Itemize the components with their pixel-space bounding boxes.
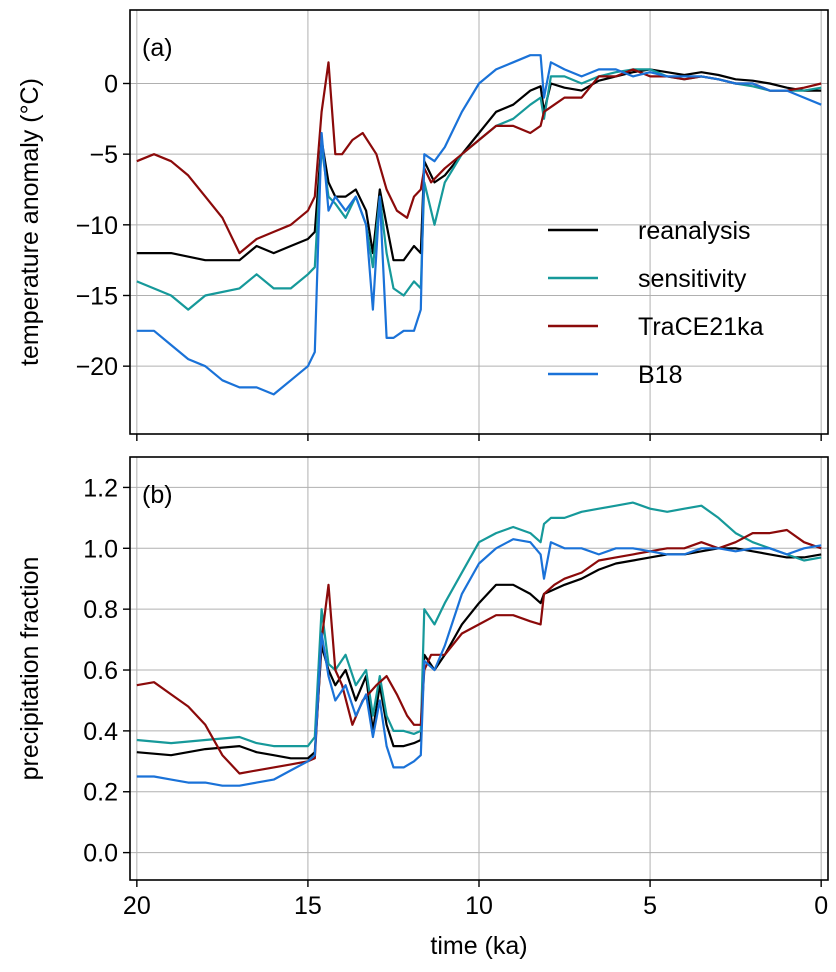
y-tick-label: −15 — [76, 282, 118, 310]
y-tick-label: −20 — [76, 353, 118, 381]
x-axis-label: time (ka) — [430, 932, 527, 960]
axes-frame — [129, 456, 829, 881]
legend: reanalysis sensitivity TraCE21ka B18 — [548, 217, 764, 389]
series-lines — [136, 54, 822, 396]
y-tick-label: 0.6 — [83, 657, 118, 685]
x-tick-label: 10 — [465, 892, 493, 920]
panel-label-a: (a) — [142, 34, 173, 62]
series-lines — [136, 501, 822, 787]
y-tick-label: 0.2 — [83, 779, 118, 807]
y-tick-label: −5 — [89, 141, 118, 169]
series-line-b18 — [136, 538, 822, 787]
axes-frame — [129, 9, 829, 435]
panel-label-b: (b) — [142, 481, 173, 509]
temperature-panel: −20 −15 −10 −5 0 (a) temperature anomaly (°C… — [16, 9, 829, 441]
y-axis-label-a: temperature anomaly (°C) — [16, 78, 44, 366]
ticks: 20 15 10 5 0 0.0 0.2 0.4 0.6 0.8 1.0 1.2 — [83, 474, 828, 920]
series-line-trace — [136, 61, 822, 255]
precipitation-panel: 20 15 10 5 0 0.0 0.2 0.4 0.6 0.8 1.0 1.2 (b) precip… — [16, 456, 829, 960]
legend-label: TraCE21ka — [638, 313, 764, 341]
y-tick-label: 0.4 — [83, 718, 118, 746]
ticks: −20 −15 −10 −5 0 — [76, 70, 822, 441]
legend-label: B18 — [638, 361, 682, 389]
legend-label: sensitivity — [638, 265, 747, 293]
grid — [130, 457, 828, 880]
y-tick-label: 0 — [104, 70, 118, 98]
y-axis-label-b: precipitation fraction — [16, 557, 44, 781]
x-tick-label: 5 — [643, 892, 657, 920]
series-line-b18 — [136, 54, 822, 396]
x-tick-label: 15 — [294, 892, 322, 920]
x-tick-label: 0 — [814, 892, 828, 920]
y-tick-label: 0.8 — [83, 596, 118, 624]
legend-label: reanalysis — [638, 217, 751, 245]
grid — [130, 10, 828, 434]
series-line-reanalysis — [136, 68, 822, 262]
y-tick-label: −10 — [76, 212, 118, 240]
x-tick-label: 20 — [123, 892, 151, 920]
y-tick-label: 1.2 — [83, 474, 118, 502]
series-line-trace — [136, 528, 822, 775]
y-tick-label: 0.0 — [83, 840, 118, 868]
y-tick-label: 1.0 — [83, 535, 118, 563]
